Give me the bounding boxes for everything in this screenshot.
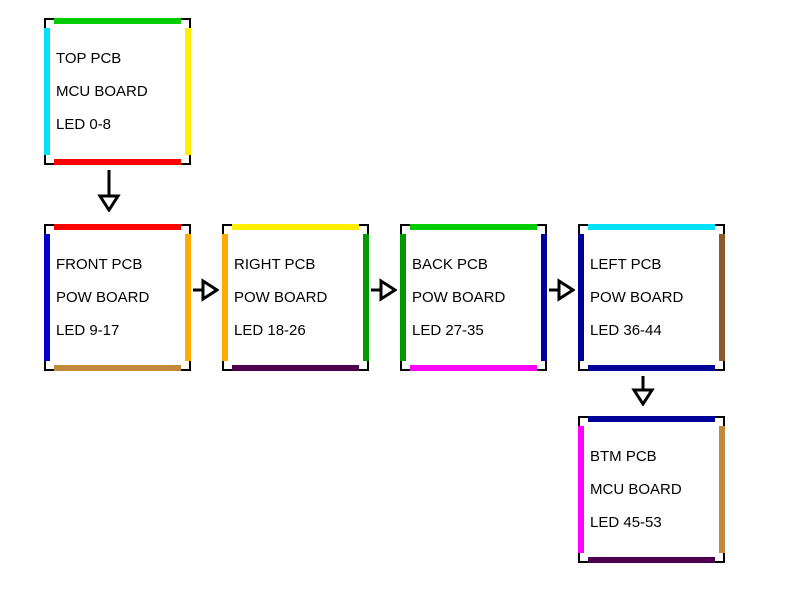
node-label: LED 18-26	[234, 322, 306, 339]
node-label: POW BOARD	[590, 289, 683, 306]
node-label: FRONT PCB	[56, 256, 142, 273]
node-border	[54, 365, 181, 371]
node-front: FRONT PCB POW BOARD LED 9-17	[44, 224, 191, 371]
arrow-a3	[371, 277, 397, 303]
arrow-a2	[193, 277, 219, 303]
node-corner	[715, 361, 725, 371]
node-border	[578, 234, 584, 361]
node-border	[363, 234, 369, 361]
node-corner	[181, 361, 191, 371]
node-border	[232, 365, 359, 371]
arrow-a1	[96, 170, 122, 212]
node-corner	[715, 416, 725, 426]
node-corner	[537, 361, 547, 371]
node-label: BTM PCB	[590, 448, 657, 465]
arrow-a4	[549, 277, 575, 303]
node-label: LED 0-8	[56, 116, 111, 133]
node-corner	[578, 361, 588, 371]
node-corner	[44, 155, 54, 165]
node-border	[54, 159, 181, 165]
node-corner	[578, 416, 588, 426]
node-corner	[400, 224, 410, 234]
node-corner	[181, 18, 191, 28]
node-border	[578, 426, 584, 553]
node-corner	[578, 553, 588, 563]
node-corner	[715, 553, 725, 563]
node-corner	[181, 224, 191, 234]
node-back: BACK PCB POW BOARD LED 27-35	[400, 224, 547, 371]
node-border	[232, 224, 359, 230]
node-border	[222, 234, 228, 361]
node-border	[185, 234, 191, 361]
node-border	[44, 234, 50, 361]
node-left: LEFT PCB POW BOARD LED 36-44	[578, 224, 725, 371]
node-border	[588, 557, 715, 563]
node-label: LED 36-44	[590, 322, 662, 339]
node-corner	[222, 224, 232, 234]
node-label: LED 27-35	[412, 322, 484, 339]
node-corner	[222, 361, 232, 371]
node-border	[185, 28, 191, 155]
node-border	[400, 234, 406, 361]
node-label: LED 9-17	[56, 322, 119, 339]
node-border	[54, 18, 181, 24]
arrow-a5	[630, 376, 656, 406]
node-border	[410, 224, 537, 230]
node-corner	[537, 224, 547, 234]
node-border	[541, 234, 547, 361]
node-corner	[44, 18, 54, 28]
node-border	[410, 365, 537, 371]
node-label: MCU BOARD	[56, 83, 148, 100]
node-border	[588, 224, 715, 230]
node-border	[588, 416, 715, 422]
node-label: POW BOARD	[234, 289, 327, 306]
node-label: BACK PCB	[412, 256, 488, 273]
node-border	[44, 28, 50, 155]
node-label: RIGHT PCB	[234, 256, 315, 273]
node-corner	[44, 361, 54, 371]
node-corner	[359, 224, 369, 234]
node-label: TOP PCB	[56, 50, 121, 67]
node-right: RIGHT PCB POW BOARD LED 18-26	[222, 224, 369, 371]
node-label: LEFT PCB	[590, 256, 661, 273]
node-border	[588, 365, 715, 371]
node-corner	[715, 224, 725, 234]
node-label: POW BOARD	[56, 289, 149, 306]
node-label: LED 45-53	[590, 514, 662, 531]
node-border	[719, 426, 725, 553]
node-corner	[44, 224, 54, 234]
node-border	[54, 224, 181, 230]
node-label: MCU BOARD	[590, 481, 682, 498]
node-corner	[359, 361, 369, 371]
node-corner	[181, 155, 191, 165]
node-btm: BTM PCB MCU BOARD LED 45-53	[578, 416, 725, 563]
node-label: POW BOARD	[412, 289, 505, 306]
node-corner	[578, 224, 588, 234]
node-border	[719, 234, 725, 361]
node-corner	[400, 361, 410, 371]
node-top: TOP PCB MCU BOARD LED 0-8	[44, 18, 191, 165]
